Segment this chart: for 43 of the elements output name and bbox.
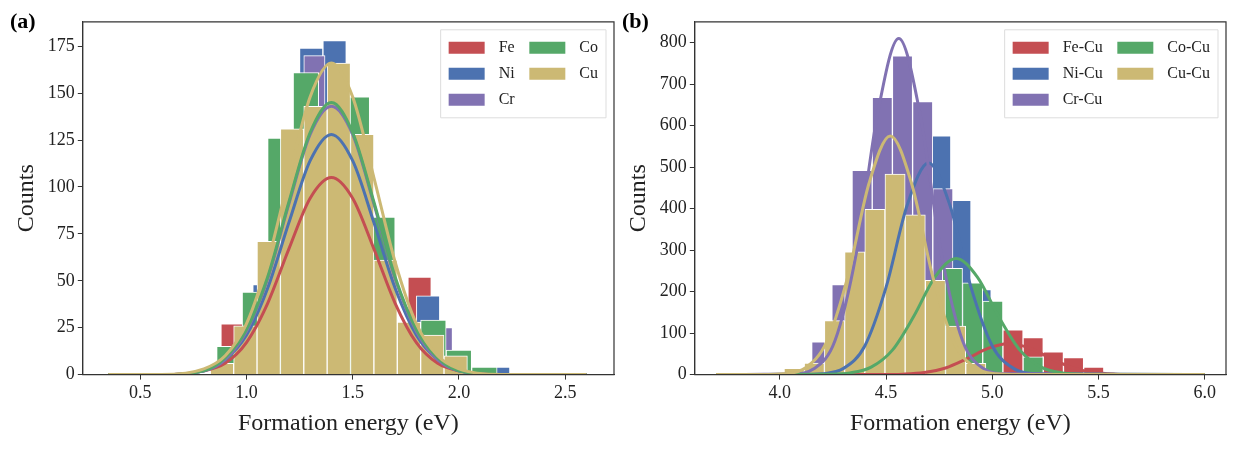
legend-label: Cu: [579, 64, 598, 81]
y-tick-label: 800: [659, 31, 687, 52]
legend-label: Ni: [498, 64, 516, 81]
legend-label: Cr: [498, 90, 516, 107]
x-axis-title: Formation energy (eV): [849, 408, 1071, 435]
legend-label: Cr-Cu: [1062, 90, 1103, 107]
y-tick-label: 75: [56, 222, 75, 243]
y-tick-label: 50: [56, 269, 75, 290]
y-axis-title: Counts: [623, 164, 650, 233]
y-tick-label: 600: [659, 114, 687, 135]
y-tick-label: 0: [677, 363, 687, 384]
legend-label: Cu-Cu: [1167, 64, 1210, 81]
y-tick-label: 0: [65, 363, 75, 384]
legend-label: Fe-Cu: [1062, 38, 1103, 55]
y-tick-label: 200: [659, 280, 687, 301]
x-axis-title: Formation energy (eV): [237, 408, 459, 435]
text: (a): [10, 8, 36, 34]
x-tick-label: 1.5: [341, 382, 364, 403]
y-tick-label: 400: [659, 197, 687, 218]
y-axis-title: Counts: [11, 164, 38, 233]
y-tick-label: 500: [659, 155, 687, 176]
legend-label: Co: [579, 38, 598, 55]
x-tick-label: 1.0: [235, 382, 258, 403]
y-tick-label: 100: [47, 175, 75, 196]
x-tick-label: 2.0: [447, 382, 471, 403]
legend-label: Ni-Cu: [1062, 64, 1103, 81]
y-tick-label: 300: [659, 238, 687, 259]
x-tick-label: 2.5: [553, 382, 577, 403]
y-tick-label: 150: [47, 81, 75, 102]
x-tick-label: 0.5: [128, 382, 152, 403]
text: (b): [622, 8, 649, 34]
y-tick-label: 100: [659, 321, 687, 342]
x-tick-label: 6.0: [1193, 382, 1216, 403]
legend-label: Fe: [498, 38, 515, 55]
x-tick-label: 5.5: [1087, 382, 1110, 403]
y-tick-label: 175: [47, 34, 75, 55]
x-tick-label: 4.0: [768, 382, 792, 403]
legend-label: Co-Cu: [1167, 38, 1210, 55]
y-tick-label: 700: [659, 72, 687, 93]
x-tick-label: 5.0: [981, 382, 1004, 403]
y-tick-label: 125: [47, 128, 75, 149]
x-tick-label: 4.5: [874, 382, 898, 403]
y-tick-label: 25: [56, 316, 75, 337]
